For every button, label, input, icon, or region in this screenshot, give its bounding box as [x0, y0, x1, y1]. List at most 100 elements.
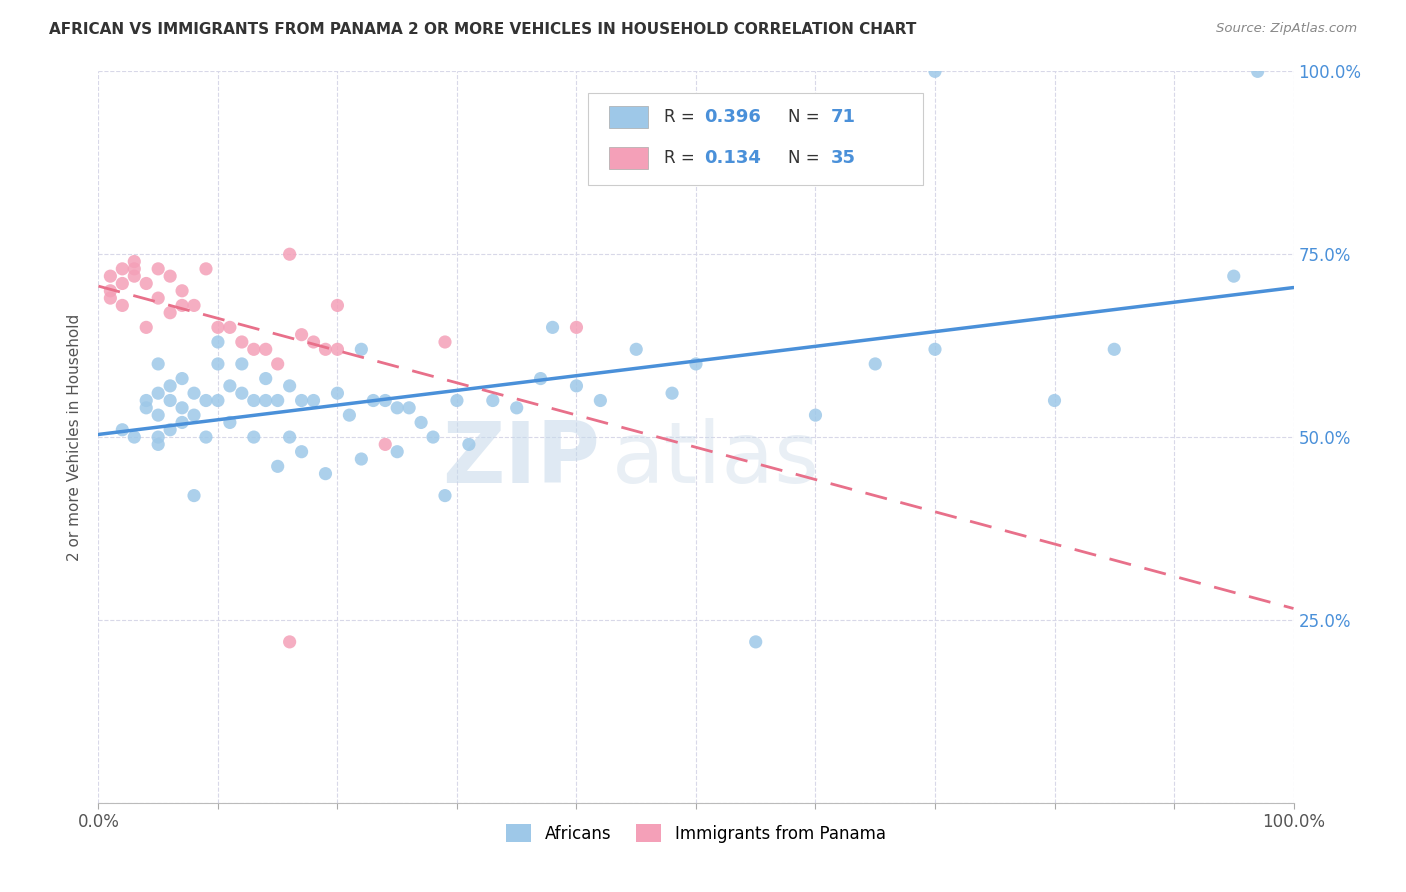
Point	[159, 393, 181, 408]
Text: ZIP: ZIP	[443, 417, 600, 500]
Point	[231, 357, 253, 371]
Point	[363, 393, 385, 408]
Point	[219, 320, 242, 334]
Point	[254, 393, 277, 408]
Point	[685, 357, 707, 371]
Point	[183, 386, 205, 401]
Point	[195, 430, 218, 444]
Point	[231, 334, 253, 349]
Point	[374, 437, 396, 451]
Point	[219, 379, 242, 393]
Point	[159, 423, 181, 437]
Point	[124, 261, 146, 276]
Legend: Africans, Immigrants from Panama: Africans, Immigrants from Panama	[499, 818, 893, 849]
FancyBboxPatch shape	[589, 94, 922, 185]
Text: R =: R =	[664, 109, 700, 127]
Point	[1247, 64, 1270, 78]
Point	[159, 379, 181, 393]
Point	[111, 261, 134, 276]
Point	[924, 343, 946, 357]
Point	[135, 277, 157, 291]
Bar	[609, 146, 648, 169]
Point	[541, 320, 564, 334]
Point	[291, 444, 314, 458]
Point	[350, 343, 373, 357]
Point	[398, 401, 420, 415]
Point	[385, 401, 409, 415]
Point	[148, 261, 170, 276]
Point	[291, 327, 314, 342]
Point	[291, 393, 314, 408]
Point	[278, 635, 301, 649]
Point	[565, 320, 588, 334]
Point	[1043, 393, 1066, 408]
Point	[135, 401, 157, 415]
Point	[219, 416, 242, 430]
Text: Source: ZipAtlas.com: Source: ZipAtlas.com	[1216, 22, 1357, 36]
Point	[98, 291, 122, 305]
Point	[98, 284, 122, 298]
Text: 71: 71	[831, 109, 856, 127]
Point	[267, 357, 290, 371]
Point	[148, 408, 170, 422]
Point	[231, 386, 253, 401]
Point	[148, 291, 170, 305]
Text: atlas: atlas	[613, 417, 820, 500]
Point	[172, 298, 194, 312]
Point	[124, 430, 146, 444]
Point	[135, 320, 157, 334]
Point	[243, 393, 266, 408]
Point	[172, 416, 194, 430]
Point	[207, 357, 229, 371]
Point	[111, 298, 134, 312]
Point	[172, 401, 194, 415]
Point	[148, 437, 170, 451]
Text: R =: R =	[664, 149, 700, 167]
Point	[172, 371, 194, 385]
Point	[411, 416, 433, 430]
Point	[1223, 269, 1246, 284]
Point	[589, 393, 612, 408]
Point	[626, 343, 648, 357]
Point	[124, 254, 146, 268]
Point	[350, 452, 373, 467]
Point	[267, 459, 290, 474]
Text: N =: N =	[787, 149, 825, 167]
Point	[148, 430, 170, 444]
Point	[172, 284, 194, 298]
Text: 35: 35	[831, 149, 856, 167]
Y-axis label: 2 or more Vehicles in Household: 2 or more Vehicles in Household	[67, 313, 83, 561]
Point	[374, 393, 396, 408]
Point	[195, 261, 218, 276]
Point	[326, 298, 349, 312]
Point	[804, 408, 827, 422]
Point	[661, 386, 683, 401]
Point	[183, 298, 205, 312]
Point	[565, 379, 588, 393]
Point	[434, 334, 457, 349]
Point	[267, 393, 290, 408]
Point	[135, 393, 157, 408]
Point	[745, 635, 768, 649]
Point	[278, 379, 301, 393]
Point	[1104, 343, 1126, 357]
Point	[458, 437, 481, 451]
Point	[183, 408, 205, 422]
Point	[326, 386, 349, 401]
Point	[111, 277, 134, 291]
Text: 0.134: 0.134	[704, 149, 761, 167]
Point	[865, 357, 887, 371]
Point	[207, 393, 229, 408]
Point	[302, 393, 325, 408]
Point	[159, 269, 181, 284]
Bar	[609, 106, 648, 128]
Point	[183, 489, 205, 503]
Point	[924, 64, 946, 78]
Point	[434, 489, 457, 503]
Point	[254, 343, 277, 357]
Point	[481, 393, 505, 408]
Point	[446, 393, 468, 408]
Point	[207, 334, 229, 349]
Text: 0.396: 0.396	[704, 109, 761, 127]
Point	[339, 408, 361, 422]
